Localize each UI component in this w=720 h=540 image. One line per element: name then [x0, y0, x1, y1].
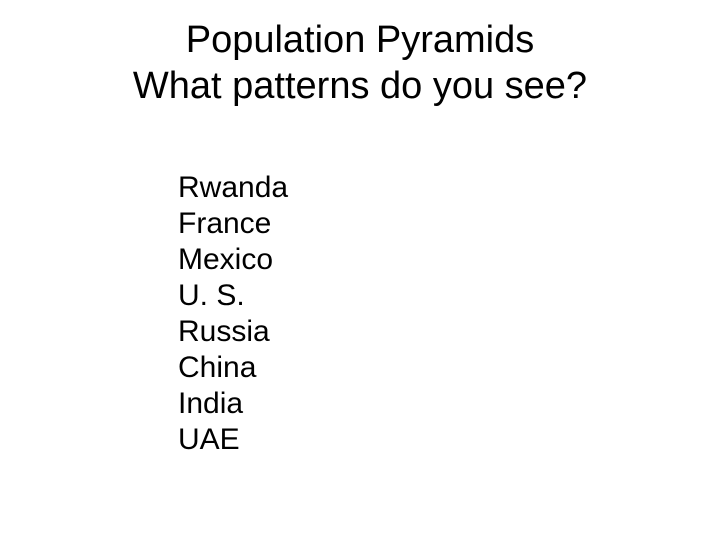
list-item: Russia [178, 314, 288, 350]
list-item: U. S. [178, 278, 288, 314]
list-item: Mexico [178, 242, 288, 278]
country-list: Rwanda France Mexico U. S. Russia China … [178, 170, 288, 458]
list-item: Rwanda [178, 170, 288, 206]
list-item: India [178, 386, 288, 422]
title-line-1: Population Pyramids [0, 18, 720, 64]
list-item: France [178, 206, 288, 242]
list-item: UAE [178, 422, 288, 458]
list-item: China [178, 350, 288, 386]
title-line-2: What patterns do you see? [0, 64, 720, 110]
slide-title-block: Population Pyramids What patterns do you… [0, 0, 720, 109]
